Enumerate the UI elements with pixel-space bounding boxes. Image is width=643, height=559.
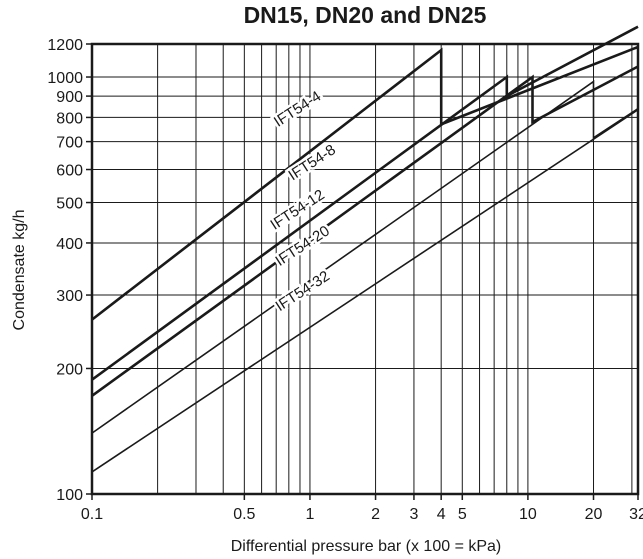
y-tick-label: 1200: [47, 37, 83, 54]
y-tick-label: 400: [56, 236, 83, 253]
x-axis-label: Differential pressure bar (x 100 = kPa): [231, 538, 502, 555]
plot-frame: [90, 42, 640, 496]
series-line-ift54-8: [91, 25, 639, 381]
x-tick-label: 10: [519, 506, 537, 523]
x-tick-label: 4: [437, 506, 446, 523]
chart-title: DN15, DN20 and DN25: [243, 2, 487, 28]
series-line-ift54-32: [91, 109, 639, 473]
x-tick-label: 0.5: [233, 506, 255, 523]
series-line-ift54-12: [91, 65, 639, 397]
series-label: IFT54-4: [271, 88, 324, 131]
x-tick-label: 3: [409, 506, 418, 523]
axes: 0.1 0.5 1 2 3 4 5 10 20 32 100 200 300 400 500 600 700 80…: [47, 37, 643, 523]
series-group: [91, 25, 639, 473]
grid: [92, 44, 638, 494]
y-tick-label: 500: [56, 196, 83, 213]
x-tick-label: 32: [629, 506, 643, 523]
y-tick-label: 300: [56, 288, 83, 305]
y-axis-label: Condensate kg/h: [11, 210, 28, 331]
x-tick-label: 2: [371, 506, 380, 523]
y-tick-label: 600: [56, 163, 83, 180]
y-tick-label: 800: [56, 110, 83, 127]
y-tick-label: 1000: [47, 70, 83, 87]
x-tick-label: 5: [458, 506, 467, 523]
y-tick-label: 100: [56, 487, 83, 504]
y-tick-label: 200: [56, 361, 83, 378]
x-tick-label: 1: [305, 506, 314, 523]
x-tick-label: 0.1: [81, 506, 103, 523]
y-tick-label: 700: [56, 135, 83, 152]
series-label: IFT54-32: [272, 268, 332, 315]
series-line-ift54-4: [91, 45, 639, 321]
x-tick-label: 20: [585, 506, 603, 523]
y-tick-label: 900: [56, 89, 83, 106]
series-line-ift54-20: [91, 80, 639, 434]
